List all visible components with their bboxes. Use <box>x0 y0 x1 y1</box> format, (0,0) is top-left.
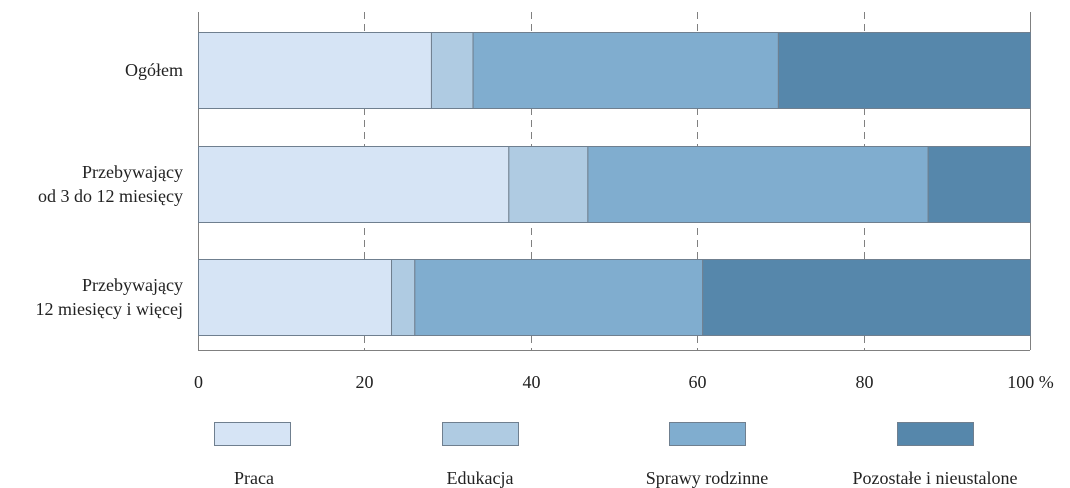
category-label: Ogółem <box>125 60 183 80</box>
x-tick-label: 100 % <box>1007 372 1054 392</box>
legend-swatch-1 <box>214 422 291 446</box>
x-tick-label: 20 <box>356 372 374 392</box>
category-label: Przebywający 12 miesięcy i więcej <box>36 275 183 319</box>
legend-swatch-4 <box>897 422 974 446</box>
bars <box>198 32 1032 336</box>
legend-label-1: Praca <box>234 468 274 488</box>
bar-segment-3-1 <box>198 259 393 336</box>
bar-segment-2-2 <box>508 146 589 223</box>
legend-label-2: Edukacja <box>447 468 514 488</box>
bar-segment-3-2 <box>391 259 416 336</box>
bar-segment-3-3 <box>414 259 704 336</box>
bar-segment-3-4 <box>702 259 1032 336</box>
x-tick-label: 60 <box>689 372 707 392</box>
x-tick-label: 0 <box>194 372 203 392</box>
category-labels: Ogółem Przebywający od 3 do 12 miesięcy Prz… <box>36 60 183 319</box>
bar-segment-1-2 <box>430 32 474 109</box>
legend-label-4: Pozostałe i nieustalone <box>853 468 1018 488</box>
x-tick-label: 40 <box>523 372 541 392</box>
bar-segment-1-4 <box>777 32 1031 109</box>
legend: Praca Edukacja Sprawy rodzinne Pozostałe i … <box>214 422 1018 488</box>
legend-swatch-3 <box>669 422 746 446</box>
bar-segment-1-1 <box>198 32 432 109</box>
legend-swatch-2 <box>442 422 519 446</box>
x-tick-label: 80 <box>856 372 874 392</box>
legend-label-3: Sprawy rodzinne <box>646 468 768 488</box>
bar-segment-2-3 <box>587 146 929 223</box>
x-axis: 0 20 40 60 80 100 % <box>194 350 1054 392</box>
bar-segment-2-4 <box>927 146 1031 223</box>
bar-segment-2-1 <box>198 146 510 223</box>
category-label: Przebywający od 3 do 12 miesięcy <box>38 162 183 206</box>
bar-segment-1-3 <box>472 32 779 109</box>
